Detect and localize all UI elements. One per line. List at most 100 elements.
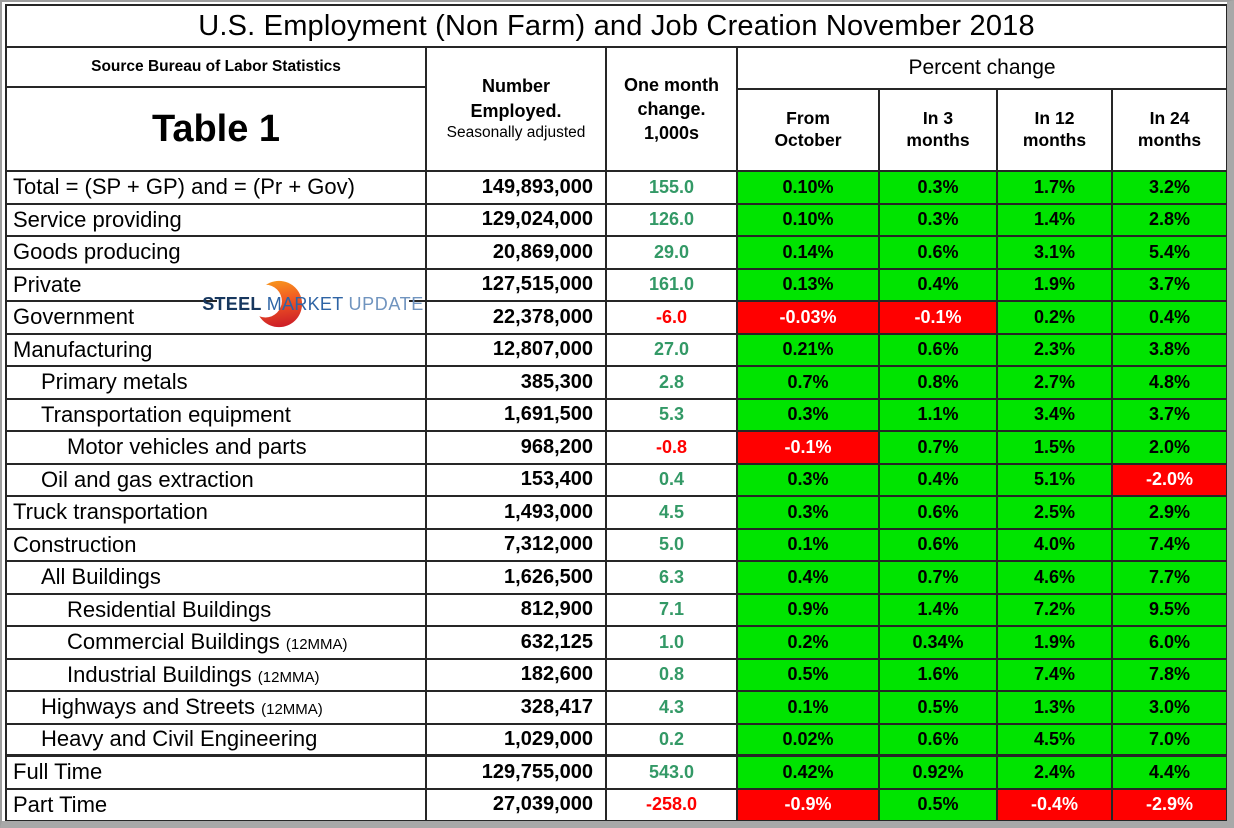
header-line: Employed. <box>470 100 562 121</box>
column-header-number-employed: Number Employed. Seasonally adjusted <box>427 48 607 172</box>
percent-subheaders: From October In 3 months In 12 months In… <box>738 90 1226 170</box>
table-row: All Buildings 1,626,500 6.3 0.4% 0.7% 4.6% 7.7… <box>7 562 1227 595</box>
percent-change-cell: 0.4% <box>880 269 998 302</box>
row-label: Heavy and Civil Engineering <box>41 726 318 752</box>
one-month-change-cell: 27.0 <box>607 334 738 367</box>
header-row: Source Bureau of Labor Statistics Table … <box>7 48 1227 172</box>
row-label: Total = (SP + GP) and = (Pr + Gov) <box>13 174 355 200</box>
row-label: Construction <box>13 531 137 557</box>
percent-change-cell: 1.1% <box>880 399 998 432</box>
row-label: Oil and gas extraction <box>41 466 254 492</box>
row-label-cell: Heavy and Civil Engineering <box>7 724 427 757</box>
percent-change-cell: 0.34% <box>880 627 998 660</box>
percent-change-cell: 0.02% <box>738 724 880 757</box>
row-label: Truck transportation <box>13 499 208 525</box>
percent-change-cell: 0.2% <box>738 627 880 660</box>
percent-change-cell: 0.4% <box>880 464 998 497</box>
percent-change-cell: 3.2% <box>1113 172 1227 205</box>
employment-table: U.S. Employment (Non Farm) and Job Creat… <box>5 4 1227 821</box>
table-row: Motor vehicles and parts 968,200 -0.8 -0.1%… <box>7 432 1227 465</box>
percent-change-cell: 4.6% <box>998 562 1113 595</box>
percent-change-cell: 2.7% <box>998 367 1113 400</box>
percent-change-cell: 2.8% <box>1113 204 1227 237</box>
number-employed-cell: 20,869,000 <box>427 237 607 270</box>
row-label-cell: Oil and gas extraction <box>7 464 427 497</box>
percent-change-cell: -0.1% <box>880 302 998 335</box>
percent-change-cell: 0.10% <box>738 172 880 205</box>
row-label: Commercial Buildings <box>67 629 280 655</box>
row-label: Residential Buildings <box>67 596 272 622</box>
number-employed-cell: 153,400 <box>427 464 607 497</box>
table-row: Construction 7,312,000 5.0 0.1% 0.6% 4.0% 7.4% <box>7 529 1227 562</box>
percent-change-cell: 0.3% <box>738 399 880 432</box>
table-row: Manufacturing 12,807,000 27.0 0.21% 0.6% 2.3%… <box>7 334 1227 367</box>
one-month-change-cell: 4.3 <box>607 692 738 725</box>
number-employed-cell: 149,893,000 <box>427 172 607 205</box>
percent-change-cell: 0.4% <box>1113 302 1227 335</box>
percent-change-cell: 3.7% <box>1113 399 1227 432</box>
number-employed-cell: 27,039,000 <box>427 789 607 821</box>
one-month-change-cell: 5.3 <box>607 399 738 432</box>
row-label-cell: Part Time <box>7 789 427 821</box>
table-row: Heavy and Civil Engineering 1,029,000 0.2 0… <box>7 724 1227 757</box>
one-month-change-cell: 161.0 <box>607 269 738 302</box>
one-month-change-cell: -6.0 <box>607 302 738 335</box>
percent-change-cell: 4.0% <box>998 529 1113 562</box>
table-row: Part Time 27,039,000 -258.0 -0.9% 0.5% -0.4% -… <box>7 789 1227 821</box>
percent-change-cell: 4.4% <box>1113 757 1227 790</box>
percent-change-cell: 1.6% <box>880 659 998 692</box>
percent-change-cell: 0.4% <box>738 562 880 595</box>
percent-change-cell: 0.3% <box>880 172 998 205</box>
subheader-in-24-months: In 24 months <box>1113 90 1226 170</box>
percent-change-cell: 2.0% <box>1113 432 1227 465</box>
percent-change-cell: 2.4% <box>998 757 1113 790</box>
row-label: Private <box>13 271 82 297</box>
one-month-change-cell: -258.0 <box>607 789 738 821</box>
row-label-cell: Goods producing <box>7 237 427 270</box>
subheader-label: In 24 months <box>1137 108 1202 150</box>
logo-market: MARKET <box>266 293 344 314</box>
table-row: Goods producing 20,869,000 29.0 0.14% 0.6% 3.… <box>7 237 1227 270</box>
percent-change-cell: 1.4% <box>998 204 1113 237</box>
number-employed-cell: 1,691,500 <box>427 399 607 432</box>
percent-change-cell: 0.6% <box>880 529 998 562</box>
table-row: Total = (SP + GP) and = (Pr + Gov) 149,89… <box>7 172 1227 205</box>
subheader-from-october: From October <box>738 90 880 170</box>
percent-change-cell: 0.5% <box>880 789 998 821</box>
number-employed-cell: 1,626,500 <box>427 562 607 595</box>
table-row: Service providing 129,024,000 126.0 0.10% 0.… <box>7 204 1227 237</box>
number-employed-cell: 127,515,000 <box>427 269 607 302</box>
percent-change-cell: 0.1% <box>738 692 880 725</box>
percent-change-cell: 0.7% <box>738 367 880 400</box>
row-label: Manufacturing <box>13 336 153 362</box>
row-label: Full Time <box>13 759 103 785</box>
row-label: Transportation equipment <box>41 401 291 427</box>
percent-change-cell: 0.13% <box>738 269 880 302</box>
row-label-cell: Government <box>7 302 427 335</box>
row-label-cell: Residential Buildings <box>7 594 427 627</box>
percent-change-cell: -0.03% <box>738 302 880 335</box>
percent-change-cell: 0.42% <box>738 757 880 790</box>
row-label: Highways and Streets <box>41 694 255 720</box>
percent-change-cell: 0.6% <box>880 237 998 270</box>
table-row: Residential Buildings 812,900 7.1 0.9% 1.4% 7… <box>7 594 1227 627</box>
percent-change-cell: 9.5% <box>1113 594 1227 627</box>
percent-change-cell: 0.5% <box>738 659 880 692</box>
table-body: Total = (SP + GP) and = (Pr + Gov) 149,89… <box>7 172 1227 821</box>
percent-change-cell: 0.7% <box>880 562 998 595</box>
one-month-change-cell: 0.2 <box>607 724 738 757</box>
percent-change-cell: 7.7% <box>1113 562 1227 595</box>
percent-change-cell: 3.0% <box>1113 692 1227 725</box>
subheader-label: From October <box>774 108 842 150</box>
number-employed-cell: 1,493,000 <box>427 497 607 530</box>
percent-change-cell: 0.3% <box>738 464 880 497</box>
logo-swoosh-icon <box>253 280 303 328</box>
percent-change-cell: 3.4% <box>998 399 1113 432</box>
row-label-suffix: (12MMA) <box>261 701 323 719</box>
row-label-cell: Motor vehicles and parts <box>7 432 427 465</box>
percent-change-cell: 7.0% <box>1113 724 1227 757</box>
number-employed-cell: 129,024,000 <box>427 204 607 237</box>
percent-change-cell: 1.4% <box>880 594 998 627</box>
page-title: U.S. Employment (Non Farm) and Job Creat… <box>7 6 1227 48</box>
